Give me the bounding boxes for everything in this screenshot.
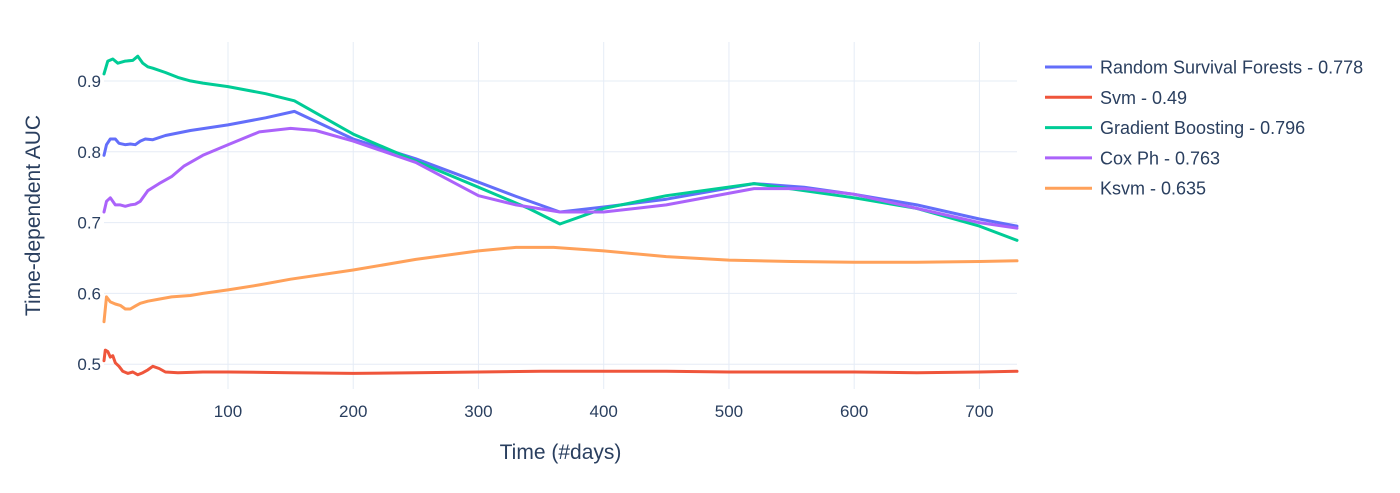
y-tick-label: 0.5: [77, 355, 101, 374]
legend-label: Cox Ph - 0.763: [1100, 148, 1220, 168]
x-tick-label: 400: [590, 402, 618, 421]
x-tick-label: 200: [339, 402, 367, 421]
x-axis-title: Time (#days): [500, 441, 622, 464]
x-tick-label: 300: [464, 402, 492, 421]
legend-item[interactable]: Ksvm - 0.635: [1045, 179, 1206, 199]
series-line[interactable]: [102, 109, 1019, 228]
legend-label: Svm - 0.49: [1100, 88, 1187, 108]
x-tick-label: 500: [715, 402, 743, 421]
legend-item[interactable]: Gradient Boosting - 0.796: [1045, 118, 1305, 138]
legend-item[interactable]: Cox Ph - 0.763: [1045, 148, 1220, 168]
series-line[interactable]: [102, 245, 1019, 324]
y-tick-label: 0.7: [77, 214, 101, 233]
x-tick-label: 700: [965, 402, 993, 421]
legend-label: Random Survival Forests - 0.778: [1100, 58, 1363, 78]
y-tick-label: 0.6: [77, 284, 101, 303]
legend-label: Ksvm - 0.635: [1100, 179, 1206, 199]
x-tick-label: 600: [840, 402, 868, 421]
x-axis-ticks: 100 200 300 400 500 600 700: [214, 402, 994, 421]
legend-item[interactable]: Random Survival Forests - 0.778: [1045, 58, 1363, 78]
x-tick-label: 100: [214, 402, 242, 421]
y-tick-label: 0.9: [77, 72, 101, 91]
legend-label: Gradient Boosting - 0.796: [1100, 118, 1305, 138]
series-line[interactable]: [102, 54, 1019, 242]
y-axis-title: Time-dependent AUC: [22, 115, 45, 316]
y-axis-ticks: 0.5 0.6 0.7 0.8 0.9: [77, 72, 101, 374]
series-lines: [102, 54, 1019, 377]
y-tick-label: 0.8: [77, 143, 101, 162]
series-line[interactable]: [102, 348, 1019, 377]
legend[interactable]: Random Survival Forests - 0.778 Svm - 0.4…: [1045, 58, 1363, 199]
legend-item[interactable]: Svm - 0.49: [1045, 88, 1187, 108]
series-line[interactable]: [102, 126, 1019, 230]
grid-lines: [104, 42, 1017, 389]
